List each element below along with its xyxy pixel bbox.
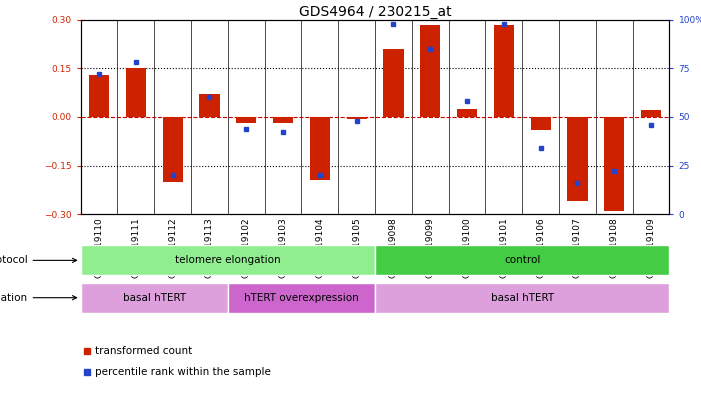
Bar	[375, 245, 669, 275]
Bar	[604, 117, 625, 211]
Text: percentile rank within the sample: percentile rank within the sample	[95, 367, 271, 377]
Bar	[346, 117, 367, 119]
Text: genotype/variation: genotype/variation	[0, 293, 76, 303]
Text: basal hTERT: basal hTERT	[491, 293, 554, 303]
Text: basal hTERT: basal hTERT	[123, 293, 186, 303]
Bar	[125, 68, 146, 117]
Bar	[383, 49, 404, 117]
Bar	[89, 75, 109, 117]
Bar	[228, 283, 375, 313]
Bar	[236, 117, 257, 123]
Bar	[273, 117, 293, 123]
Text: hTERT overexpression: hTERT overexpression	[244, 293, 359, 303]
Text: telomere elongation: telomere elongation	[175, 255, 280, 265]
Bar	[420, 24, 440, 117]
Text: transformed count: transformed count	[95, 346, 193, 356]
Bar	[567, 117, 587, 201]
Text: control: control	[504, 255, 540, 265]
Bar	[494, 24, 514, 117]
Bar	[531, 117, 551, 130]
Bar	[375, 283, 669, 313]
Bar	[199, 94, 219, 117]
Bar	[81, 245, 375, 275]
Bar	[163, 117, 183, 182]
Bar	[81, 283, 228, 313]
Title: GDS4964 / 230215_at: GDS4964 / 230215_at	[299, 5, 451, 18]
Bar	[641, 110, 661, 117]
Bar	[310, 117, 330, 180]
Text: protocol: protocol	[0, 255, 76, 265]
Bar	[457, 109, 477, 117]
